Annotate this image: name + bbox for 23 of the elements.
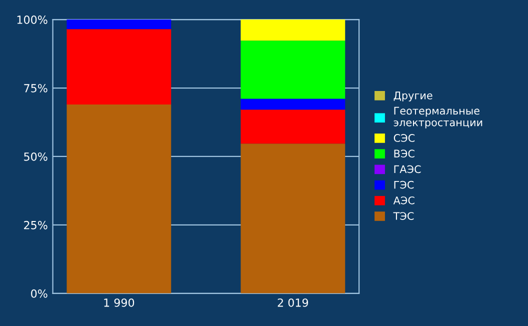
legend-label: ВЭС [394, 150, 414, 158]
bar [240, 98, 346, 110]
legend-label: ГЭС [394, 180, 414, 189]
x-tick-label: 1 990 [104, 298, 134, 307]
bar [66, 20, 172, 30]
legend-label: СЭС [394, 134, 415, 142]
bar [240, 20, 346, 41]
y-tick-label: 100% [17, 16, 48, 24]
legend-label: АЭС [393, 196, 414, 204]
bar [240, 40, 346, 99]
legend-label: ГАЭС [394, 165, 421, 174]
y-tick-label: 25% [24, 220, 48, 230]
legend-label: Геотермальные электростанции [394, 106, 482, 128]
legend-label: Другие [394, 92, 432, 102]
legend-label: ТЭС [393, 212, 414, 220]
y-tick-label: 0% [31, 289, 48, 298]
bar [240, 144, 346, 294]
bar [66, 29, 172, 104]
x-tick-label: 2 019 [278, 298, 308, 307]
bar [240, 110, 346, 144]
bar [66, 104, 172, 294]
y-tick-label: 50% [24, 152, 48, 161]
y-tick-label: 75% [24, 84, 48, 92]
